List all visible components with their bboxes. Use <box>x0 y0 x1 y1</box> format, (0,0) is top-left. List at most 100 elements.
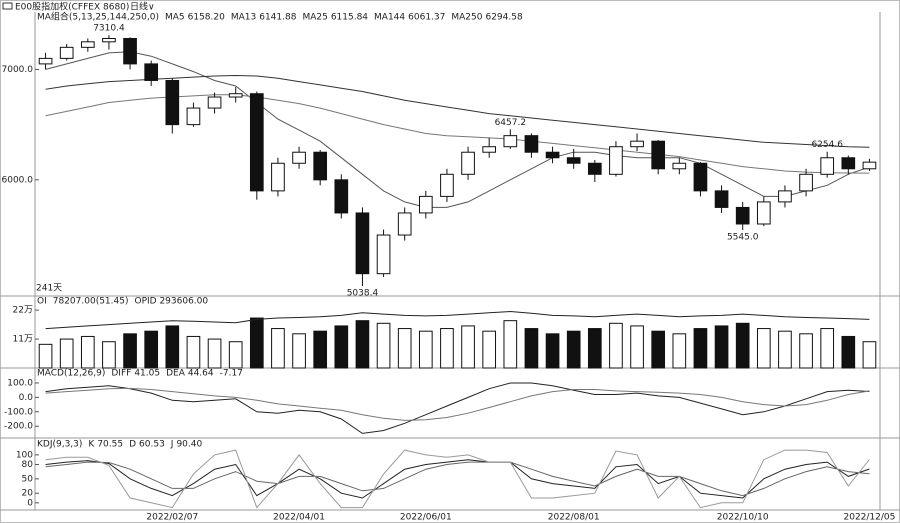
candle-body <box>756 201 771 225</box>
days-label: 241天 <box>36 284 62 294</box>
price-annotation: 6254.6 <box>811 140 843 150</box>
candle-body <box>38 57 53 65</box>
legend-text: DEA <box>166 369 186 379</box>
candle-body <box>735 206 750 225</box>
volume-bar <box>693 328 708 369</box>
legend-text: OI <box>37 297 47 307</box>
candle-body <box>672 162 687 170</box>
candle-body <box>334 179 349 214</box>
series-line <box>45 74 870 148</box>
volume-bar <box>778 330 792 369</box>
x-tick-label: 2022/06/01 <box>400 513 452 523</box>
title: E00股指加权(CFFEX 8680) <box>15 1 129 13</box>
volume-bar <box>545 333 560 369</box>
volume-bar <box>609 322 623 369</box>
legend-text: 6294.58 <box>485 13 522 23</box>
legend-text: MA13 <box>231 13 256 23</box>
candle-body <box>609 146 623 175</box>
x-tick-label: 2022/12/05 <box>844 513 896 523</box>
candle-body <box>165 79 180 126</box>
candle-body <box>102 37 116 43</box>
legend-text: D <box>129 440 136 450</box>
legend-text: MA144 <box>374 13 405 23</box>
candle-body <box>207 96 222 109</box>
legend-text: 6141.88 <box>259 13 296 23</box>
candle-body <box>461 151 475 175</box>
volume-bar <box>334 325 349 369</box>
volume-bar <box>482 330 497 369</box>
legend-text: DIFF <box>111 369 131 379</box>
volume-bar <box>292 333 306 369</box>
x-tick-label: 2022/10/10 <box>717 513 769 523</box>
legend-text: MA25 <box>302 13 327 23</box>
volume-bar <box>756 328 771 369</box>
volume-bar <box>165 325 180 369</box>
series-line <box>45 459 870 499</box>
volume-bar <box>651 330 666 369</box>
period-selector[interactable]: 日线∨ <box>130 1 155 13</box>
volume-bar <box>440 328 454 369</box>
volume-bar <box>59 338 74 369</box>
candle-body <box>397 212 412 236</box>
volume-bar <box>587 328 602 369</box>
candle-body <box>587 162 602 175</box>
legend-text: 6158.20 <box>188 13 225 23</box>
candle-body <box>862 161 877 170</box>
price-annotation: 5038.4 <box>347 288 379 298</box>
y-tick-label: 100 <box>16 450 33 460</box>
y-tick-label: 11万 <box>13 335 33 345</box>
volume-bar <box>461 325 475 369</box>
y-tick-label: -100.0 <box>4 407 33 417</box>
candle-body <box>651 140 666 170</box>
price-annotation: 5545.0 <box>727 233 759 243</box>
volume-bar <box>228 341 243 369</box>
candle-body <box>186 107 201 126</box>
legend-text: MA250 <box>451 13 482 23</box>
window-icon <box>2 2 13 10</box>
candle-body <box>545 151 560 159</box>
candle-body <box>482 146 497 153</box>
volume-bar <box>123 333 137 369</box>
candle-body <box>524 135 539 153</box>
candle-body <box>271 162 285 192</box>
candle-body <box>841 157 856 170</box>
candle-body <box>144 63 159 81</box>
candle-body <box>123 37 137 65</box>
legend-text: OPID 293606.00 <box>134 297 208 307</box>
x-tick-label: 2022/08/01 <box>548 513 600 523</box>
series-line <box>45 461 870 497</box>
legend-text: 78207.00(51.45) <box>53 297 129 307</box>
volume-bar <box>630 325 644 369</box>
volume-bar <box>271 328 285 369</box>
candle-body <box>799 173 813 192</box>
candle-body <box>313 151 328 181</box>
y-tick-label: 50 <box>22 474 34 484</box>
y-tick-label: 0 <box>27 498 33 508</box>
candle-body <box>503 135 518 148</box>
series-line <box>45 94 870 174</box>
candle-body <box>778 190 792 203</box>
volume-bar <box>714 325 729 369</box>
y-tick-label: 0.0 <box>19 393 34 403</box>
series-line <box>45 449 870 509</box>
legend-text: J <box>170 440 174 450</box>
candle-body <box>440 173 454 197</box>
legend-text: -7.17 <box>220 369 243 379</box>
candle-body <box>693 162 708 192</box>
volume-bar <box>144 330 159 369</box>
volume-bar <box>418 330 433 369</box>
legend-text: 44.64 <box>188 369 214 379</box>
candle-body <box>292 151 306 164</box>
volume-bar <box>841 335 856 369</box>
legend-text: KDJ(9,3,3) <box>37 440 82 450</box>
price-annotation: 6457.2 <box>495 118 527 128</box>
volume-bar <box>735 322 750 369</box>
candle-body <box>566 157 581 164</box>
candle-body <box>80 41 95 48</box>
legend-text: 41.05 <box>134 369 160 379</box>
y-tick-label: 20 <box>22 489 34 499</box>
y-tick-label: 80 <box>22 460 34 470</box>
volume-bar <box>397 328 412 369</box>
volume-bar <box>102 341 116 369</box>
